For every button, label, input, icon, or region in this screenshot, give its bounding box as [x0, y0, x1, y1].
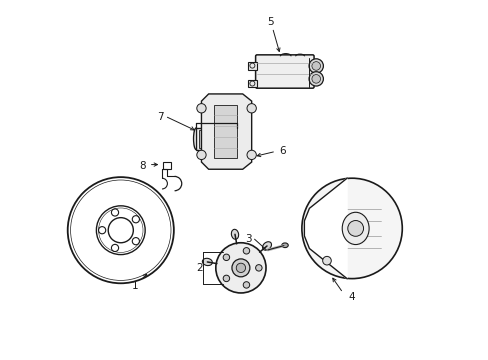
- Circle shape: [243, 248, 249, 254]
- Text: 1: 1: [132, 281, 138, 291]
- Polygon shape: [214, 105, 237, 158]
- Bar: [163, 162, 170, 168]
- Text: 5: 5: [266, 17, 273, 27]
- Ellipse shape: [342, 212, 368, 244]
- Ellipse shape: [281, 243, 287, 248]
- Circle shape: [308, 72, 323, 86]
- Ellipse shape: [202, 258, 212, 266]
- Circle shape: [236, 263, 245, 273]
- Circle shape: [231, 259, 249, 277]
- Circle shape: [322, 256, 330, 265]
- Circle shape: [246, 150, 256, 159]
- Circle shape: [223, 275, 229, 282]
- Circle shape: [215, 243, 265, 293]
- Circle shape: [196, 104, 206, 113]
- Polygon shape: [304, 178, 346, 279]
- Circle shape: [243, 282, 249, 288]
- Bar: [247, 62, 257, 69]
- Text: 4: 4: [348, 292, 355, 302]
- Circle shape: [311, 62, 320, 70]
- Text: 6: 6: [278, 146, 285, 156]
- Text: 3: 3: [245, 234, 252, 244]
- Polygon shape: [196, 128, 237, 149]
- Circle shape: [301, 178, 402, 279]
- Circle shape: [311, 75, 320, 83]
- Bar: [247, 80, 257, 87]
- Text: 7: 7: [157, 112, 163, 122]
- Circle shape: [196, 150, 206, 159]
- Polygon shape: [201, 94, 251, 169]
- Circle shape: [246, 104, 256, 113]
- Circle shape: [347, 221, 363, 236]
- Circle shape: [308, 59, 323, 73]
- FancyBboxPatch shape: [255, 55, 313, 88]
- Ellipse shape: [231, 229, 238, 239]
- Text: 2: 2: [196, 263, 203, 273]
- Ellipse shape: [262, 242, 271, 250]
- Circle shape: [255, 265, 262, 271]
- Polygon shape: [198, 130, 234, 148]
- Text: 8: 8: [139, 161, 145, 171]
- Circle shape: [223, 254, 229, 261]
